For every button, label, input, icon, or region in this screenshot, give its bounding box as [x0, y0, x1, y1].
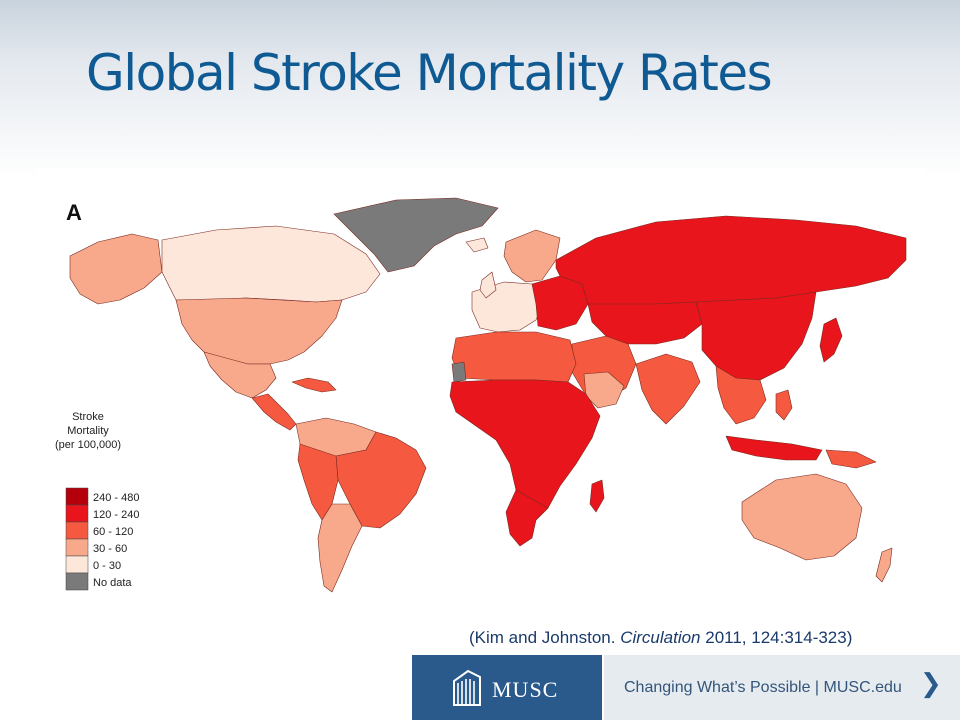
chevron-right-icon[interactable]: ❯: [920, 669, 942, 699]
region-australia: [741, 473, 863, 561]
legend-label-3: 60 - 120: [93, 526, 133, 538]
region-central-asia: [587, 301, 703, 345]
legend-swatch-4: [65, 538, 89, 557]
musc-logo[interactable]: MUSC: [412, 655, 602, 720]
footer-tagline[interactable]: Changing What’s Possible | MUSC.edu: [624, 679, 902, 696]
region-russia: [555, 215, 907, 307]
region-china: [695, 291, 817, 381]
region-greenland: [333, 197, 499, 273]
legend-title-line-1: Stroke: [72, 411, 104, 423]
region-north-africa: [451, 331, 577, 383]
region-southeast-asia: [715, 365, 767, 425]
footer-divider: [602, 655, 604, 720]
legend-label-2: 120 - 240: [93, 509, 139, 521]
region-uk: [479, 271, 497, 299]
region-indonesia: [725, 435, 823, 461]
region-southern-cone: [317, 503, 363, 593]
musc-logo-text: MUSC: [492, 677, 559, 702]
citation-prefix: (Kim and Johnston.: [469, 628, 621, 647]
legend-swatch-1: [65, 487, 89, 506]
region-iceland: [465, 237, 489, 253]
legend-swatch-2: [65, 504, 89, 523]
citation-suffix: 2011, 124:314-323): [700, 628, 853, 647]
region-western-sahara: [451, 361, 467, 383]
legend-title-line-3: (per 100,000): [55, 439, 121, 451]
region-canada: [161, 225, 381, 303]
region-eastern-europe: [531, 275, 589, 331]
legend-title-line-2: Mortality: [67, 425, 109, 437]
slide-title: Global Stroke Mortality Rates: [86, 44, 773, 102]
citation-journal: Circulation: [620, 628, 701, 647]
legend-swatch-5: [65, 555, 89, 574]
panel-label: A: [66, 200, 82, 225]
citation: (Kim and Johnston. Circulation 2011, 124…: [469, 628, 852, 648]
legend-label-6: No data: [93, 577, 132, 589]
region-philippines: [775, 389, 793, 421]
legend-label-4: 30 - 60: [93, 543, 127, 555]
footer-bar: MUSC Changing What’s Possible | MUSC.edu…: [412, 655, 960, 720]
region-mexico: [203, 351, 277, 399]
region-india: [635, 353, 701, 425]
legend-label-1: 240 - 480: [93, 492, 139, 504]
legend-swatch-6: [65, 572, 89, 591]
legend-swatch-3: [65, 521, 89, 540]
musc-building-icon: [453, 669, 481, 706]
region-new-guinea: [825, 449, 877, 469]
region-central-america: [251, 393, 297, 431]
region-caribbean: [291, 377, 337, 393]
region-madagascar: [589, 479, 605, 513]
region-alaska: [69, 233, 163, 305]
region-usa: [175, 297, 343, 365]
map-legend: Stroke Mortality (per 100,000) 240 - 480…: [55, 411, 139, 591]
legend-label-5: 0 - 30: [93, 560, 121, 572]
region-scandinavia: [503, 229, 561, 283]
region-southern-africa: [505, 489, 549, 547]
region-new-zealand: [875, 547, 893, 583]
world-map-panel: A: [36, 168, 925, 620]
world-map: A: [55, 197, 907, 593]
region-japan: [819, 317, 843, 363]
